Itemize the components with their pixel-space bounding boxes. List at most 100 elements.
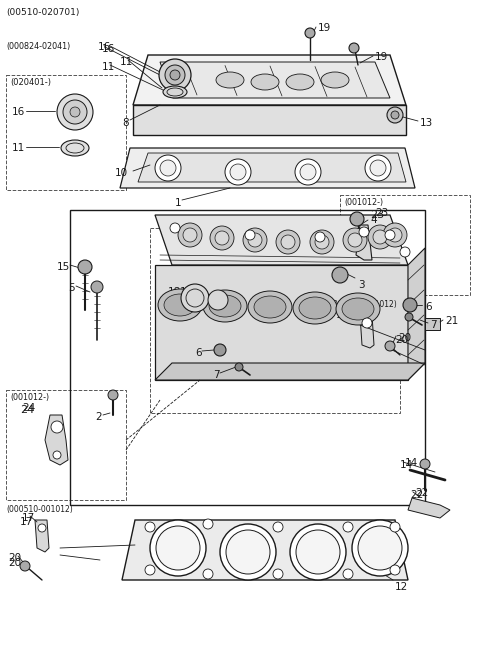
Circle shape [245, 230, 255, 240]
Ellipse shape [61, 140, 89, 156]
Bar [150, 228, 400, 413]
Circle shape [225, 159, 251, 185]
Polygon shape [155, 265, 408, 380]
Circle shape [150, 520, 206, 576]
Polygon shape [120, 148, 415, 188]
Text: 10: 10 [115, 168, 128, 178]
Circle shape [296, 530, 340, 574]
Text: 15: 15 [57, 262, 70, 272]
Text: 5: 5 [68, 283, 74, 293]
Circle shape [385, 341, 395, 351]
Text: (000510-001012): (000510-001012) [6, 505, 73, 514]
Polygon shape [133, 105, 406, 135]
Text: (001012-): (001012-) [10, 393, 49, 402]
Circle shape [178, 223, 202, 247]
Text: 7: 7 [213, 370, 220, 380]
Text: 14: 14 [400, 460, 413, 470]
Circle shape [57, 94, 93, 130]
Circle shape [160, 160, 176, 176]
Text: 17: 17 [20, 517, 33, 527]
Text: 20: 20 [395, 335, 408, 345]
Text: 6: 6 [425, 302, 432, 312]
Circle shape [370, 160, 386, 176]
Text: 1: 1 [175, 198, 181, 208]
Circle shape [226, 530, 270, 574]
Polygon shape [45, 415, 68, 465]
Text: 8: 8 [122, 118, 129, 128]
Polygon shape [133, 55, 406, 105]
Circle shape [349, 43, 359, 53]
Polygon shape [35, 520, 49, 552]
Circle shape [390, 565, 400, 575]
Circle shape [391, 111, 399, 119]
Polygon shape [122, 520, 408, 580]
Circle shape [388, 228, 402, 242]
Circle shape [20, 561, 30, 571]
Circle shape [315, 235, 329, 249]
Circle shape [390, 522, 400, 532]
Bar [340, 195, 470, 295]
Text: 19: 19 [318, 23, 331, 33]
Circle shape [248, 233, 262, 247]
Ellipse shape [342, 298, 374, 320]
Text: (00510-020701): (00510-020701) [6, 8, 79, 17]
Text: 11: 11 [120, 57, 133, 67]
Text: 6: 6 [195, 348, 202, 358]
Ellipse shape [203, 290, 247, 322]
Text: 21: 21 [445, 316, 458, 326]
Bar [6, 390, 126, 500]
Text: 3: 3 [358, 280, 365, 290]
Circle shape [208, 290, 228, 310]
Circle shape [359, 227, 369, 237]
Text: 23: 23 [370, 210, 384, 220]
Ellipse shape [164, 294, 196, 316]
Ellipse shape [254, 296, 286, 318]
Bar [70, 210, 425, 505]
Ellipse shape [163, 86, 187, 98]
Polygon shape [425, 318, 440, 330]
Text: 16: 16 [98, 42, 111, 52]
Text: 14: 14 [405, 458, 418, 468]
Circle shape [203, 519, 213, 529]
Ellipse shape [209, 295, 241, 317]
Polygon shape [155, 363, 425, 380]
Circle shape [243, 228, 267, 252]
Text: 24: 24 [20, 405, 34, 415]
Circle shape [165, 65, 185, 85]
Circle shape [290, 524, 346, 580]
Circle shape [343, 228, 367, 252]
Circle shape [400, 247, 410, 257]
Text: 11: 11 [12, 143, 25, 153]
Circle shape [145, 565, 155, 575]
Text: (000824-02041): (000824-02041) [6, 42, 70, 51]
Ellipse shape [293, 292, 337, 324]
Text: 17: 17 [22, 513, 35, 523]
Text: (001012-): (001012-) [344, 198, 383, 207]
Text: 22: 22 [415, 488, 428, 498]
Circle shape [51, 421, 63, 433]
Circle shape [170, 223, 180, 233]
Circle shape [352, 520, 408, 576]
Text: 20: 20 [8, 553, 21, 563]
Circle shape [343, 522, 353, 532]
Text: 17: 17 [336, 310, 349, 320]
Circle shape [276, 230, 300, 254]
Ellipse shape [321, 72, 349, 88]
Circle shape [383, 223, 407, 247]
Ellipse shape [251, 74, 279, 90]
Circle shape [368, 225, 392, 249]
Circle shape [170, 70, 180, 80]
Circle shape [373, 230, 387, 244]
Text: 23: 23 [375, 208, 388, 218]
Circle shape [358, 526, 402, 570]
Text: 22: 22 [410, 490, 423, 500]
Ellipse shape [216, 72, 244, 88]
Polygon shape [160, 62, 390, 98]
Text: 19: 19 [375, 52, 388, 62]
Text: 4: 4 [370, 215, 377, 225]
Circle shape [181, 284, 209, 312]
Ellipse shape [248, 291, 292, 323]
Text: 2: 2 [95, 412, 102, 422]
Circle shape [300, 164, 316, 180]
Circle shape [362, 318, 372, 328]
